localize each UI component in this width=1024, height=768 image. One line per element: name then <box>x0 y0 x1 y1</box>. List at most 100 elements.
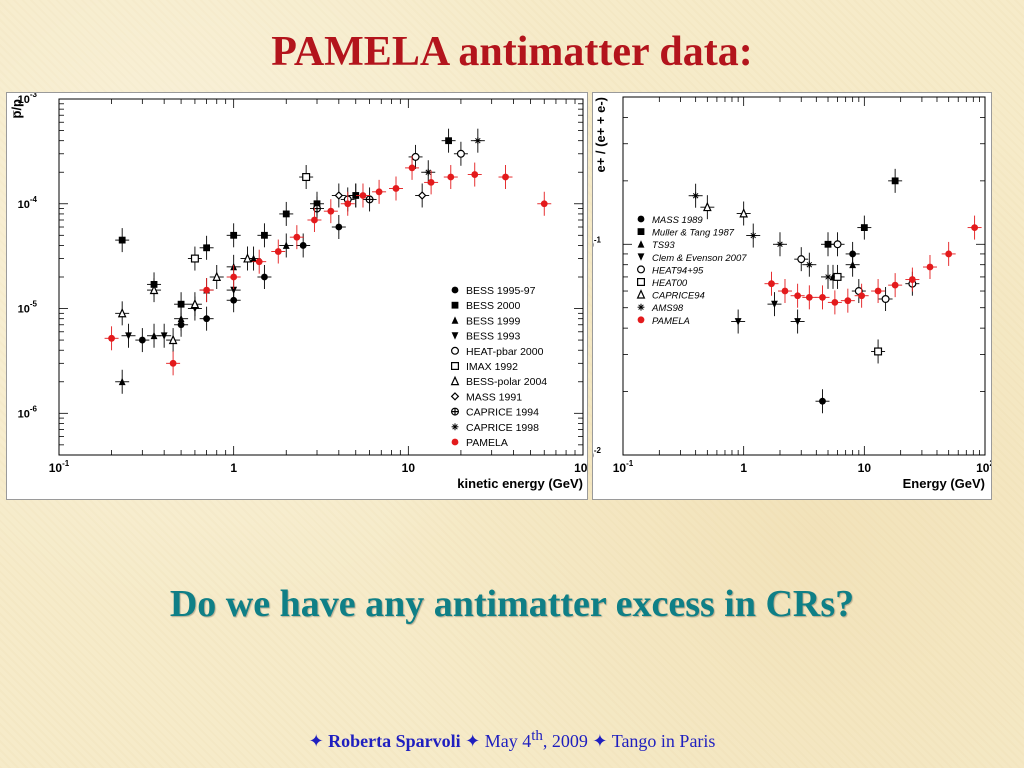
data-point <box>794 318 802 326</box>
data-point <box>819 397 826 405</box>
legend-marker <box>451 301 459 309</box>
series-bess-polar-2004 <box>115 246 255 353</box>
x-tick-label: 1 <box>230 461 237 475</box>
data-point <box>302 173 311 182</box>
data-point <box>844 297 852 305</box>
legend-marker <box>637 228 645 235</box>
series-pamela <box>764 215 982 315</box>
series-bess-2000 <box>115 128 456 317</box>
data-point <box>169 359 177 367</box>
data-point <box>502 173 509 181</box>
legend-marker <box>451 423 459 431</box>
data-point <box>739 208 749 218</box>
data-point <box>849 260 857 269</box>
data-point <box>274 248 282 255</box>
data-point <box>108 334 115 342</box>
data-point <box>833 272 842 281</box>
positron-fraction-plot: 10-1 1 10 102 10-1 10-2 Energy (GeV) e+ / (e+ +… <box>582 96 994 491</box>
data-point <box>945 250 953 258</box>
x-tick-label: 10 <box>402 461 416 475</box>
data-point <box>261 273 268 281</box>
data-point <box>776 240 784 248</box>
data-point <box>149 284 159 295</box>
legend-marker <box>637 253 645 261</box>
data-point <box>293 233 301 241</box>
y-tick-label: 10-6 <box>18 404 38 420</box>
data-point <box>703 201 712 212</box>
series-imax-1992 <box>187 165 314 271</box>
data-point <box>365 195 374 204</box>
data-point <box>203 315 211 323</box>
legend-marker <box>451 362 460 371</box>
data-point <box>891 177 899 185</box>
data-point <box>230 286 238 295</box>
legend-label: HEAT-pbar 2000 <box>466 346 544 358</box>
y-tick-label: 10-1 <box>593 235 602 251</box>
data-point <box>344 200 352 208</box>
data-point <box>230 231 238 239</box>
data-point <box>447 173 455 181</box>
star-icon: ✦ <box>592 731 608 751</box>
legend-label: BESS 1993 <box>466 331 520 343</box>
data-point <box>190 298 200 309</box>
data-point <box>781 287 789 295</box>
data-point <box>824 273 832 281</box>
data-point <box>118 377 126 386</box>
legend-label: BESS 1995-97 <box>466 285 536 297</box>
series-mass-1991 <box>331 183 430 208</box>
data-point <box>768 280 775 288</box>
data-point <box>540 200 548 208</box>
data-point <box>831 298 839 306</box>
data-point <box>874 287 882 295</box>
data-point <box>311 216 318 224</box>
data-point <box>359 192 367 199</box>
title-rest: antimatter data: <box>458 29 753 75</box>
footer-date-day: May 4 <box>484 731 532 751</box>
data-point <box>471 171 479 178</box>
data-point <box>692 192 700 200</box>
data-point <box>797 255 806 264</box>
y-tick-label: 10-5 <box>18 300 38 316</box>
data-point <box>749 232 757 239</box>
legend-marker <box>451 346 460 355</box>
footer-date-suffix: th <box>531 728 543 744</box>
data-point <box>255 258 263 266</box>
data-point <box>327 207 335 215</box>
series-ts93 <box>826 252 860 289</box>
legend-label: CAPRICE94 <box>652 291 705 302</box>
data-point <box>203 244 211 252</box>
data-point <box>118 236 126 244</box>
x-axis-label: Energy (GeV) <box>903 476 985 491</box>
data-point <box>160 332 168 340</box>
x-tick-label: 10-1 <box>613 459 634 475</box>
series-heat94-95 <box>794 232 920 311</box>
data-point <box>313 204 322 213</box>
data-point <box>261 231 268 239</box>
legend-marker <box>451 316 459 324</box>
data-point <box>352 192 360 199</box>
slide-footer: ✦ Roberta Sparvoli ✦ May 4th, 2009 ✦ Tan… <box>0 728 1024 752</box>
series-heat00 <box>830 264 886 364</box>
data-point <box>456 149 465 158</box>
data-point <box>805 293 813 301</box>
series-ams98 <box>688 183 836 289</box>
data-point <box>117 307 127 318</box>
data-point <box>334 191 344 200</box>
data-point <box>230 273 238 281</box>
slide-question: Do we have any antimatter excess in CRs? <box>169 583 855 625</box>
legend-marker <box>636 278 645 287</box>
data-point <box>282 210 290 218</box>
footer-author: Roberta Sparvoli <box>328 731 461 751</box>
data-point <box>427 178 435 186</box>
legend-label: TS93 <box>652 240 675 251</box>
data-point <box>824 240 832 248</box>
data-point <box>833 240 842 249</box>
legend-label: Muller & Tang 1987 <box>652 228 735 239</box>
x-tick-label: 102 <box>574 459 587 475</box>
data-point <box>819 293 826 301</box>
data-point <box>445 137 452 145</box>
legend-marker <box>636 289 646 299</box>
data-point <box>150 331 158 340</box>
legend-marker <box>451 286 459 294</box>
series-muller-tang-1987 <box>821 168 903 257</box>
